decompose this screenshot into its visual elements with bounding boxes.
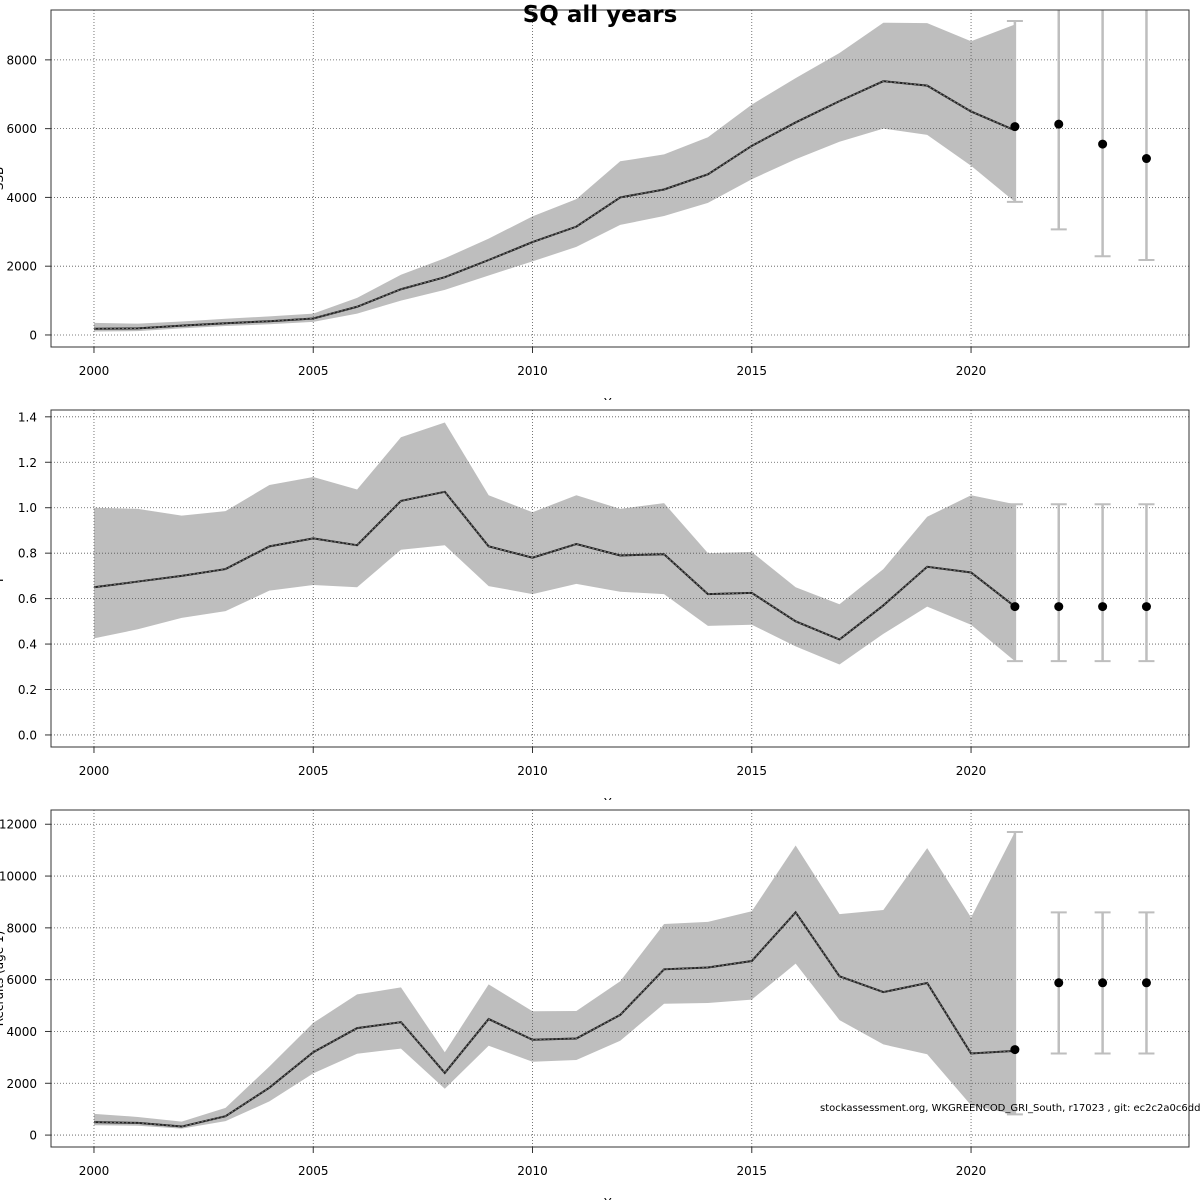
y-tick-label: 1.0 [18,501,37,515]
forecast-point [1010,122,1020,132]
plot-area [51,410,1189,747]
ssb-panel: 2000 2005 2010 2015 2020 0 2000 4000 6000 8000 Yea… [0,9,1190,400]
y-axis-label: Recruits (age 1) [0,931,6,1027]
forecast-point [1098,139,1108,149]
y-axis-label: SSB [0,167,6,190]
forecast-point [1054,119,1064,129]
x-tick-label: 2000 [79,1164,110,1178]
y-tick-label: 12000 [0,818,37,832]
x-axis-label: Years [603,1196,636,1200]
y-tick-label: 0.6 [18,592,37,606]
x-tick-label: 2005 [298,1164,329,1178]
confidence-band [93,422,1015,665]
estimate-line-dash [93,491,1016,641]
f-panel: 2000 2005 2010 2015 2020 0.0 0.2 0.4 0.6 0.8 1.0 1.… [0,409,1190,800]
forecast-point [1098,602,1108,612]
y-tick-label: 0.4 [18,638,37,652]
y-tick-label: 6000 [6,973,37,987]
forecast-point [1141,602,1151,612]
forecast-point [1141,154,1151,164]
x-tick-label: 2010 [517,364,548,378]
estimate-line-dash [93,80,1016,330]
y-tick-label: 1.2 [18,456,37,470]
y-tick-label: 0 [29,1129,37,1143]
y-tick-label: 1.4 [18,410,37,424]
x-tick-label: 2020 [956,1164,987,1178]
x-tick-label: 2000 [79,364,110,378]
forecast-point [1010,1045,1020,1055]
x-tick-label: 2015 [737,1164,768,1178]
y-tick-label: 0.8 [18,547,37,561]
y-tick-label: 10000 [0,870,37,884]
x-tick-label: 2005 [298,764,329,778]
x-tick-label: 2020 [956,764,987,778]
x-axis-label: Years [603,796,636,800]
x-tick-label: 2015 [737,364,768,378]
forecast-point [1010,602,1020,612]
y-tick-label: 8000 [6,53,37,67]
y-tick-label: 4000 [6,1025,37,1039]
plot-frame [50,9,1190,348]
plot-area [51,10,1189,347]
y-tick-label: 0 [29,328,37,342]
forecast-point [1054,978,1064,988]
footnote: stockassessment.org, WKGREENCOD_GRI_Sout… [820,1103,1200,1114]
y-tick-label: 4000 [6,191,37,205]
y-axis-label: F [0,575,6,582]
y-tick-label: 2000 [6,1077,37,1091]
recruits-panel: 2000 2005 2010 2015 2020 0 2000 4000 6000 8000 100… [0,809,1190,1200]
plot-frame [50,409,1190,748]
y-tick-label: 0.0 [18,728,37,742]
x-axis-label: Years [603,396,636,400]
forecast-point [1098,978,1108,988]
confidence-band [93,22,1015,332]
plot-area [51,810,1189,1147]
y-tick-label: 0.2 [18,683,37,697]
x-tick-label: 2005 [298,364,329,378]
y-tick-label: 2000 [6,260,37,274]
y-tick-label: 8000 [6,921,37,935]
x-tick-label: 2020 [956,364,987,378]
x-tick-label: 2010 [517,764,548,778]
plot-frame [50,809,1190,1148]
x-tick-label: 2000 [79,764,110,778]
forecast-point [1141,978,1151,988]
confidence-band [93,832,1015,1129]
x-tick-label: 2010 [517,1164,548,1178]
chart-title: SQ all years [522,2,678,28]
estimate-line-dash [93,911,1015,1128]
y-tick-label: 6000 [6,122,37,136]
forecast-point [1054,602,1064,612]
x-tick-label: 2015 [737,764,768,778]
